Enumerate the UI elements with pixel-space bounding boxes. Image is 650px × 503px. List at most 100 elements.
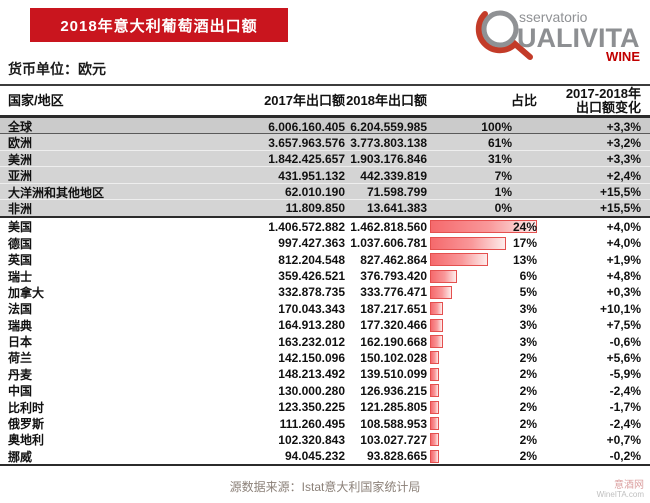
share-label: 2% <box>519 350 537 365</box>
share-label: 13% <box>512 252 537 267</box>
value-2018: 177.320.466 <box>360 318 427 333</box>
change-value: +2,4% <box>606 168 641 183</box>
row-region-name: 荷兰 <box>8 351 33 366</box>
magnifier-icon <box>475 10 533 60</box>
value-2017: 359.426.521 <box>278 269 345 284</box>
share-label: 2% <box>519 449 537 464</box>
share-data-bar <box>430 367 439 381</box>
value-2017: 170.043.343 <box>278 301 345 316</box>
share-data-bar <box>430 318 444 332</box>
change-value: +0,7% <box>606 432 641 447</box>
share-cell: 31% <box>487 152 512 167</box>
value-2018: 71.598.799 <box>366 185 427 200</box>
qualivita-logo: sservatorio UALIVITA WINE <box>475 9 640 64</box>
share-data-bar <box>430 384 439 398</box>
share-cell: 2% <box>427 384 540 398</box>
col-header-share: 占比 <box>510 92 537 108</box>
share-data-bar <box>430 351 439 365</box>
table-row: 全球 6.006.160.405 6.204.559.985 100% +3,3% <box>0 118 650 135</box>
change-value: +3,2% <box>606 135 641 150</box>
table-row: 丹麦 148.213.492 139.510.099 2% -5,9% <box>0 365 650 383</box>
row-region-name: 英国 <box>8 253 33 268</box>
table-row: 挪威 94.045.232 93.828.665 2% -0,2% <box>0 447 650 465</box>
change-value: +3,3% <box>606 152 641 167</box>
value-2017: 164.913.280 <box>278 318 345 333</box>
table-row: 美国 1.406.572.882 1.462.818.560 24% +4,0% <box>0 218 650 235</box>
change-value: +1,9% <box>606 252 641 267</box>
share-cell: 17% <box>427 236 540 250</box>
value-2018: 1.037.606.781 <box>350 236 427 251</box>
share-label: 2% <box>519 367 537 382</box>
value-2017: 11.809.850 <box>285 201 345 216</box>
share-label: 24% <box>512 219 537 234</box>
value-2018: 1.462.818.560 <box>350 219 427 234</box>
country-rows-section: 美国 1.406.572.882 1.462.818.560 24% +4,0% 德国 99… <box>0 218 650 467</box>
value-2018: 6.204.559.985 <box>350 119 427 134</box>
share-data-bar <box>430 417 439 431</box>
share-cell: 6% <box>427 269 540 283</box>
change-value: -5,9% <box>609 367 641 382</box>
share-data-bar <box>430 253 488 267</box>
share-label: 17% <box>512 236 537 251</box>
value-2018: 333.776.471 <box>360 285 427 300</box>
share-label: 5% <box>519 285 537 300</box>
value-2017: 102.320.843 <box>278 432 345 447</box>
change-value: +0,3% <box>606 285 641 300</box>
logo-osservatorio-text: sservatorio <box>519 9 588 25</box>
share-data-bar <box>430 285 453 299</box>
change-value: -2,4% <box>609 416 641 431</box>
value-2018: 442.339.819 <box>360 168 427 183</box>
share-cell: 1% <box>494 185 512 200</box>
share-label: 2% <box>519 432 537 447</box>
table-row: 加拿大 332.878.735 333.776.471 5% +0,3% <box>0 283 650 301</box>
change-value: +5,6% <box>606 350 641 365</box>
region-rows-section: 全球 6.006.160.405 6.204.559.985 100% +3,3% 欧洲 3… <box>0 118 650 219</box>
watermark-url: WineITA.com <box>596 490 644 500</box>
change-value: +3,3% <box>606 119 641 134</box>
share-cell: 24% <box>427 220 540 234</box>
row-region-name: 奥地利 <box>8 433 45 448</box>
share-data-bar <box>430 335 444 349</box>
value-2018: 93.828.665 <box>366 449 427 464</box>
share-label: 2% <box>519 400 537 415</box>
value-2018: 1.903.176.846 <box>350 152 427 167</box>
row-region-name: 欧洲 <box>8 136 33 151</box>
value-2017: 431.951.132 <box>278 168 345 183</box>
change-value: +15,5% <box>599 185 641 200</box>
change-value: +4,0% <box>606 236 641 251</box>
value-2017: 142.150.096 <box>278 350 345 365</box>
row-region-name: 丹麦 <box>8 367 33 382</box>
table-row: 英国 812.204.548 827.462.864 13% +1,9% <box>0 251 650 268</box>
row-region-name: 亚洲 <box>8 169 33 184</box>
table-row: 日本 163.232.012 162.190.668 3% -0,6% <box>0 333 650 350</box>
export-table: 国家/地区 2017年出口额 2018年出口额 占比 2017-2018年 出口… <box>0 84 650 467</box>
row-region-name: 法国 <box>8 302 33 317</box>
value-2017: 163.232.012 <box>278 334 345 349</box>
data-source-note: 源数据来源：Istat意大利国家统计局 <box>229 480 421 494</box>
col-header-change: 2017-2018年 出口额变化 <box>565 85 641 115</box>
row-region-name: 全球 <box>8 120 33 134</box>
share-cell: 13% <box>427 253 540 267</box>
share-cell: 2% <box>427 417 540 431</box>
change-value: +15,5% <box>599 201 641 216</box>
share-data-bar <box>430 220 537 234</box>
logo-qualivita-text: UALIVITA <box>517 23 640 53</box>
table-row: 俄罗斯 111.260.495 108.588.953 2% -2,4% <box>0 415 650 432</box>
value-2018: 376.793.420 <box>360 269 427 284</box>
row-region-name: 德国 <box>8 236 33 251</box>
change-value: -1,7% <box>609 400 641 415</box>
value-2017: 997.427.363 <box>278 236 345 251</box>
value-2017: 130.000.280 <box>278 383 345 398</box>
value-2018: 187.217.651 <box>360 301 427 316</box>
table-row: 瑞士 359.426.521 376.793.420 6% +4,8% <box>0 267 650 284</box>
value-2017: 812.204.548 <box>278 252 345 267</box>
share-cell: 2% <box>427 400 540 414</box>
share-label: 2% <box>519 383 537 398</box>
row-region-name: 俄罗斯 <box>8 417 45 432</box>
value-2018: 150.102.028 <box>360 350 427 365</box>
row-region-name: 中国 <box>8 384 33 399</box>
page-title: 2018年意大利葡萄酒出口额 <box>30 8 288 42</box>
table-row: 中国 130.000.280 126.936.215 2% -2,4% <box>0 382 650 399</box>
row-region-name: 大洋洲和其他地区 <box>8 185 105 200</box>
